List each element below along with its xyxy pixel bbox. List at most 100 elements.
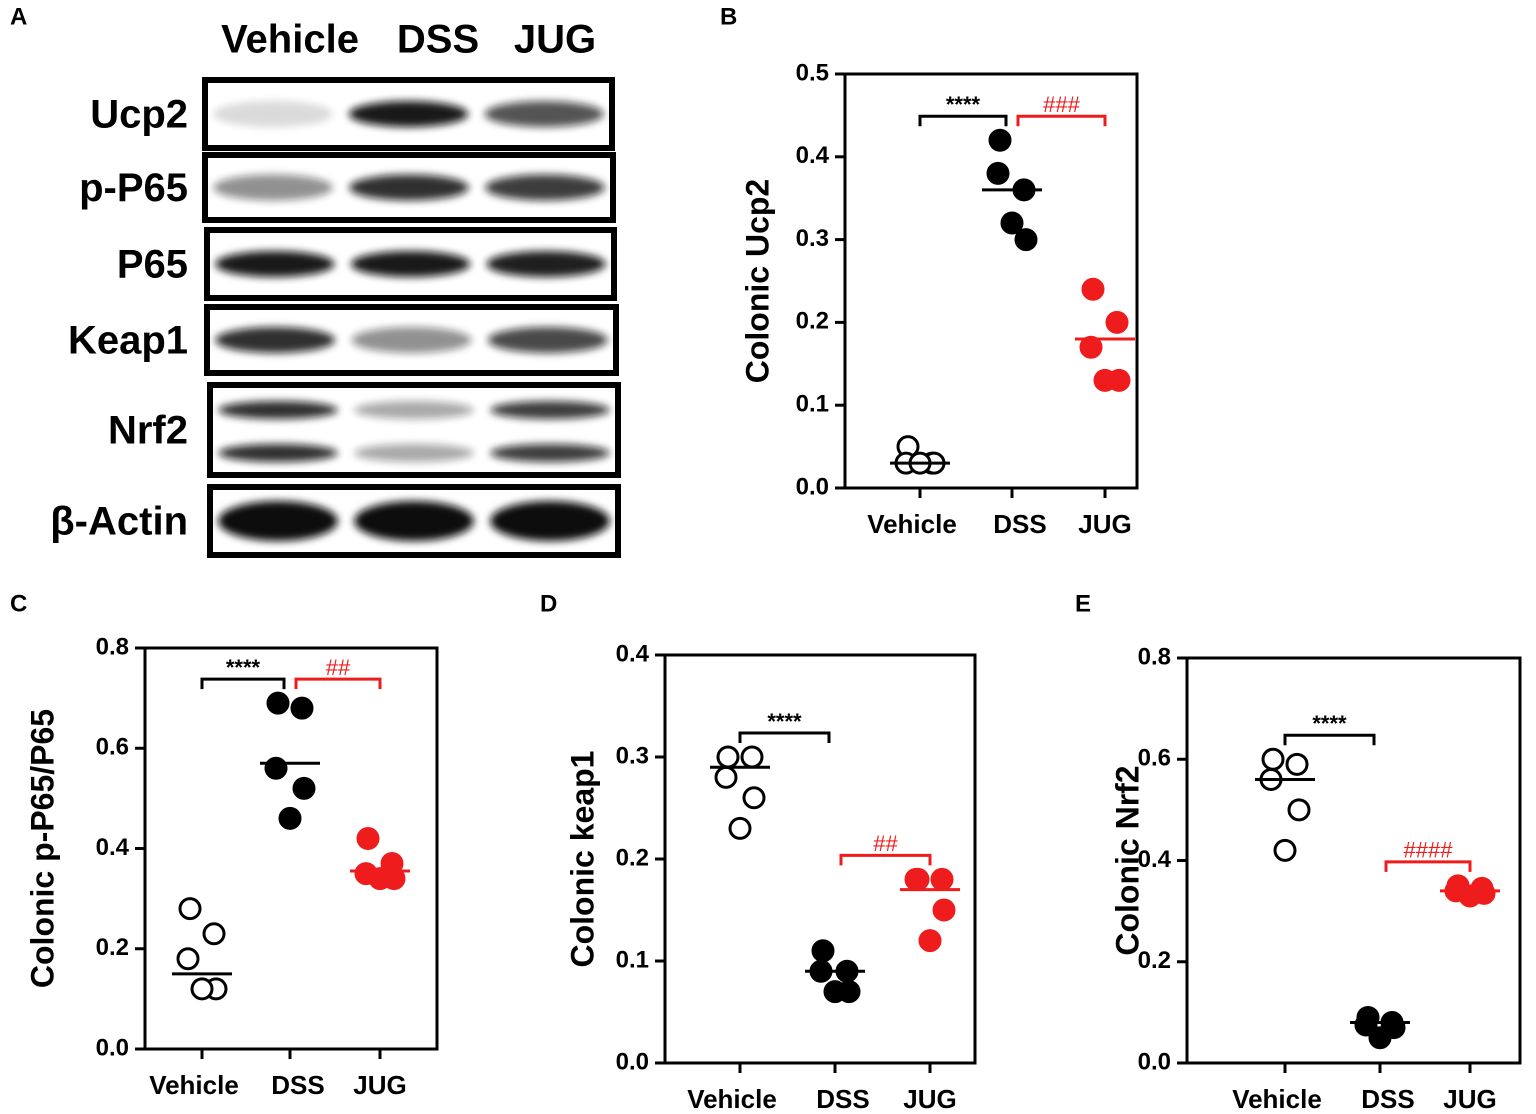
axis-frame [663,653,977,1065]
significance-label: **** [1312,711,1347,736]
protein-label: Keap1 [68,319,188,363]
band [490,444,610,462]
protein-label: p-P65 [79,166,188,210]
data-point [368,867,392,891]
band [349,174,469,201]
band [490,401,610,419]
panel-label: A [10,3,27,30]
band [354,501,474,541]
data-point [728,816,752,840]
x-tick-label: DSS [271,1070,324,1100]
significance-label: ## [873,831,898,856]
x-tick-label: Vehicle [1232,1084,1322,1114]
y-tick-label: 0.2 [1138,947,1171,974]
data-point [986,161,1010,185]
x-tick-label: Vehicle [867,509,957,539]
y-tick-label: 0.3 [796,225,829,252]
panel-label: E [1075,590,1091,617]
y-tick-label: 0.4 [1138,846,1172,873]
data-point [1014,228,1038,252]
y-tick-label: 0.4 [616,640,650,667]
data-point [1093,368,1117,392]
data-point [932,898,956,922]
y-tick-label: 0.4 [796,142,830,169]
y-tick-label: 0.6 [96,734,129,761]
y-axis-label: Colonic keap1 [564,751,600,968]
lane-label: DSS [397,18,479,62]
panel-label: D [540,590,557,617]
band [215,327,336,353]
y-tick-label: 0.2 [96,934,129,961]
y-axis-label: Colonic Ucp2 [739,179,775,383]
y-tick-label: 0.0 [796,473,829,500]
data-point [1079,335,1103,359]
significance-bracket [839,853,932,866]
x-tick-label: Vehicle [687,1084,777,1114]
y-tick-label: 0.1 [796,391,829,418]
data-point [1287,798,1311,822]
significance-label: #### [1404,838,1454,863]
data-point [988,128,1012,152]
band [218,401,338,419]
x-tick-label: DSS [1361,1084,1414,1114]
significance-label: ### [1043,92,1080,117]
significance-label: **** [767,709,802,734]
data-point [1458,884,1482,908]
y-tick-label: 0.6 [1138,745,1171,772]
significance-bracket [918,114,1008,127]
data-point [356,826,380,850]
axis-frame [143,646,439,1051]
data-point [290,696,314,720]
data-point [202,922,226,946]
panel-label: B [720,3,737,30]
lane-label: Vehicle [221,18,359,62]
significance-bracket [738,731,831,743]
data-point [1261,747,1285,771]
protein-label: P65 [117,243,188,287]
data-point [930,867,954,891]
axis-frame [843,72,1139,490]
band [351,327,472,353]
significance-label: **** [946,92,981,117]
lane-label: JUG [514,18,596,62]
band [490,501,610,541]
band [485,174,605,201]
protein-label: Ucp2 [90,93,188,137]
significance-bracket [1016,114,1107,127]
x-tick-label: DSS [816,1084,869,1114]
band [350,251,471,277]
y-axis-label: Colonic Nrf2 [1109,765,1145,955]
band [218,501,338,541]
y-tick-label: 0.2 [616,844,649,871]
band [354,444,474,462]
x-tick-label: JUG [353,1070,406,1100]
significance-bracket [200,677,286,690]
band [354,401,474,419]
data-point [1285,752,1309,776]
band [213,101,333,127]
x-tick-label: JUG [903,1084,956,1114]
significance-bracket [1283,733,1376,746]
x-tick-label: Vehicle [149,1070,239,1100]
data-point [1000,211,1024,235]
band [213,174,333,201]
y-axis-label: Colonic p-P65/P65 [24,709,60,988]
data-point [1105,310,1129,334]
data-point [266,691,290,715]
data-point [740,745,764,769]
x-tick-label: JUG [1078,509,1131,539]
significance-bracket [294,677,382,690]
data-point [264,756,288,780]
significance-label: ## [326,655,351,680]
data-point [811,939,835,963]
y-tick-label: 0.8 [96,633,129,660]
data-point [716,745,740,769]
band [484,101,604,127]
band [215,251,335,277]
protein-label: Nrf2 [108,409,188,453]
y-tick-label: 0.2 [796,308,829,335]
data-point [823,980,847,1004]
x-tick-label: JUG [1443,1084,1496,1114]
data-point [176,947,200,971]
y-tick-label: 0.0 [1138,1048,1171,1075]
